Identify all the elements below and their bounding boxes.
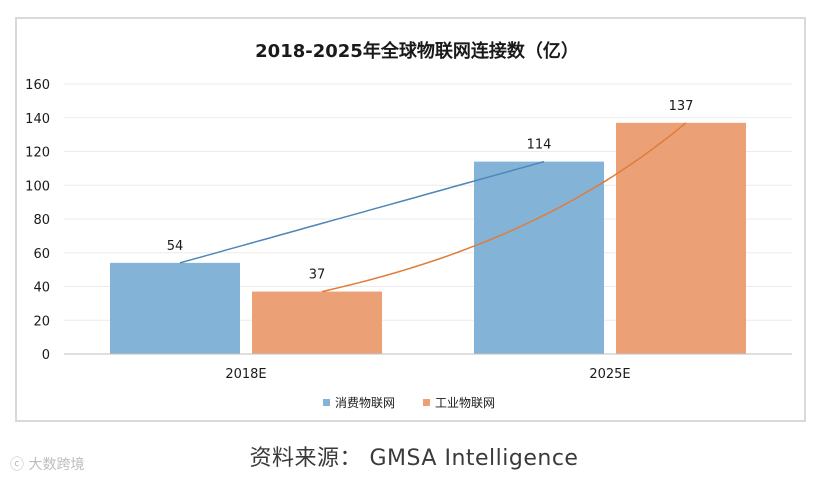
- chart: 2018-2025年全球物联网连接数（亿） 0 20 40 60 80 100 120 140…: [25, 40, 792, 410]
- legend-label: 消费物联网: [335, 396, 395, 410]
- legend-swatch: [323, 399, 330, 406]
- bars: [110, 122, 746, 354]
- bar: [616, 122, 746, 354]
- y-tick-label: 0: [42, 348, 50, 363]
- y-tick-label: 60: [33, 247, 50, 262]
- trendline: [179, 160, 545, 264]
- data-label: 37: [309, 268, 326, 283]
- watermark-icon: ⓒ: [10, 457, 24, 473]
- legend: 消费物联网 工业物联网: [323, 396, 495, 410]
- chart-frame: 2018-2025年全球物联网连接数（亿） 0 20 40 60 80 100 120 140…: [15, 17, 806, 422]
- y-tick-label: 80: [33, 213, 50, 228]
- data-label: 137: [669, 99, 694, 114]
- data-label: 114: [527, 138, 552, 153]
- x-axis-ticks: 2018E 2025E: [225, 367, 630, 382]
- y-axis-ticks: 0 20 40 60 80 100 120 140 160: [25, 78, 50, 363]
- data-labels: 54 37 114 137: [167, 99, 694, 283]
- bar: [252, 291, 382, 354]
- legend-swatch: [423, 399, 430, 406]
- data-label: 54: [167, 239, 184, 254]
- watermark: ⓒ 大数跨境: [10, 454, 84, 474]
- x-tick-label: 2018E: [225, 367, 266, 382]
- legend-label: 工业物联网: [435, 396, 495, 410]
- y-tick-label: 100: [25, 179, 50, 194]
- source-caption: 资料来源： GMSA Intelligence: [249, 446, 579, 471]
- chart-title: 2018-2025年全球物联网连接数（亿）: [255, 40, 579, 62]
- bar: [110, 262, 240, 354]
- bar: [474, 161, 604, 354]
- watermark-text: 大数跨境: [28, 457, 85, 473]
- trendline: [321, 122, 687, 293]
- y-tick-label: 140: [25, 112, 50, 127]
- y-tick-label: 20: [33, 314, 50, 329]
- y-tick-label: 40: [33, 281, 50, 296]
- trendlines: [179, 122, 687, 293]
- x-tick-label: 2025E: [589, 367, 630, 382]
- y-tick-label: 120: [25, 146, 50, 161]
- y-tick-label: 160: [25, 78, 50, 93]
